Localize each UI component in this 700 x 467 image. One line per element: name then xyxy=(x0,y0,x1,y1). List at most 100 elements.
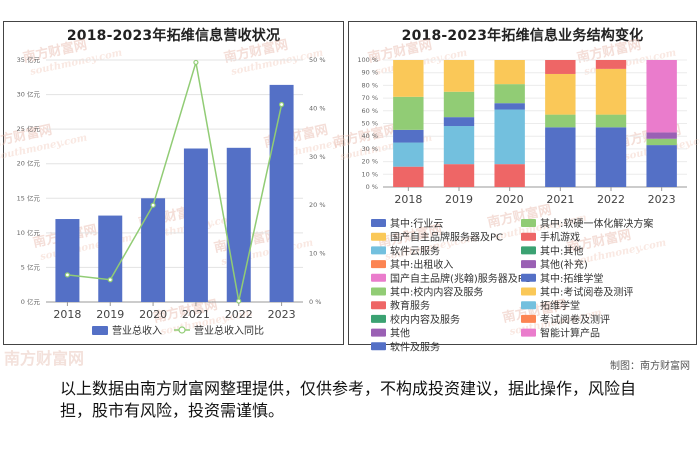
legend-label: 其中:考试阅卷及测评 xyxy=(540,286,633,299)
legend-label: 其中:行业云 xyxy=(390,217,443,230)
bar xyxy=(98,215,123,302)
legend-swatch xyxy=(521,219,536,227)
legend-label: 其他(补充) xyxy=(540,258,588,271)
yoy-line xyxy=(67,62,283,302)
structure-chart-panel: 2018-2023年拓维信息业务结构变化 南方财富网southmoney.com… xyxy=(332,21,700,354)
legend-swatch xyxy=(371,260,386,269)
y-tick-label: 40 % xyxy=(361,132,378,140)
legend-swatch xyxy=(521,301,536,310)
y2-tick-label: 20 % xyxy=(309,201,326,209)
stack-segment xyxy=(545,114,576,128)
y-tick-label: 80 % xyxy=(361,81,378,89)
y-tick-label: 20 亿元 xyxy=(17,159,41,168)
line-point xyxy=(193,59,199,66)
legend-swatch xyxy=(371,287,386,296)
legend-swatch xyxy=(371,301,386,310)
legend-swatch xyxy=(371,219,386,227)
y2-tick-label: 0 % xyxy=(309,298,321,306)
x-tick-label: 2022 xyxy=(225,308,253,321)
y-tick-label: 30 % xyxy=(361,145,378,153)
legend-swatch xyxy=(371,328,386,337)
bar xyxy=(226,147,251,302)
stack-segment xyxy=(494,60,525,85)
y-tick-label: 15 亿元 xyxy=(17,193,41,202)
stack-segment xyxy=(393,60,424,97)
x-tick-label: 2019 xyxy=(445,193,473,206)
legend-swatch-yoy-point xyxy=(178,326,186,334)
legend-label: 拓维学堂 xyxy=(540,299,580,312)
y-tick-label: 60 % xyxy=(361,107,378,115)
x-tick-label: 2021 xyxy=(546,193,574,206)
legend-label: 智能计算产品 xyxy=(540,327,600,340)
y-tick-label: 0 % xyxy=(366,183,378,191)
stack-segment xyxy=(443,164,475,187)
line-point xyxy=(64,272,71,278)
y-tick-label: 30 亿元 xyxy=(17,90,41,99)
bar xyxy=(183,148,208,302)
x-tick-label: 2023 xyxy=(268,308,296,321)
line-point xyxy=(236,298,242,304)
y2-tick-label: 40 % xyxy=(309,104,326,112)
stack-segment xyxy=(443,117,475,127)
y-tick-label: 10 亿元 xyxy=(17,228,41,237)
y-tick-label: 100 % xyxy=(357,56,378,64)
y-tick-label: 25 亿元 xyxy=(17,124,41,133)
y-tick-label: 10 % xyxy=(361,170,378,178)
y-tick-label: 20 % xyxy=(361,158,378,166)
structure-chart-title: 2018-2023年拓维信息业务结构变化 xyxy=(401,28,644,44)
legend-label: 考试阅卷及测评 xyxy=(540,313,610,326)
legend-label-yoy: 营业总收入同比 xyxy=(194,324,264,337)
x-tick-label: 2020 xyxy=(496,193,524,206)
y2-tick-label: 50 % xyxy=(309,56,326,64)
stack-segment xyxy=(646,60,677,133)
stack-segment xyxy=(494,103,525,110)
y-tick-label: 35 亿元 xyxy=(17,55,41,64)
stack-segment xyxy=(393,166,424,187)
y-tick-label: 5 亿元 xyxy=(21,262,41,271)
y2-tick-label: 10 % xyxy=(309,250,326,258)
stack-segment xyxy=(595,114,627,128)
bar xyxy=(141,198,166,302)
stack-segment xyxy=(595,60,627,69)
legend-label: 其中:校内内容及服务 xyxy=(390,286,483,299)
x-tick-label: 2021 xyxy=(182,308,210,321)
chart-credit: 制图：南方财富网 xyxy=(610,361,690,372)
stack-segment xyxy=(545,73,576,115)
y-tick-label: 50 % xyxy=(361,120,378,128)
y-tick-label: 70 % xyxy=(361,94,378,102)
y-tick-label: 90 % xyxy=(361,69,378,77)
stack-segment xyxy=(646,132,677,139)
x-tick-label: 2019 xyxy=(96,308,124,321)
legend-swatch xyxy=(521,273,536,282)
line-point xyxy=(278,101,285,108)
legend-swatch xyxy=(521,260,536,269)
bar xyxy=(269,84,294,302)
revenue-chart-title: 2018-2023年拓维信息营收状况 xyxy=(66,28,281,44)
stack-segment xyxy=(595,127,627,187)
line-point xyxy=(150,202,156,208)
stack-segment xyxy=(443,126,475,165)
legend-label: 国产自主品牌服务器及PC xyxy=(390,231,503,244)
legend-swatch xyxy=(521,246,536,255)
stack-segment xyxy=(545,127,576,187)
legend-label: 其他 xyxy=(390,327,410,340)
x-tick-label: 2018 xyxy=(394,193,422,206)
stack-segment xyxy=(494,84,525,104)
legend-swatch xyxy=(521,314,536,323)
legend-swatch xyxy=(371,246,386,255)
stack-segment xyxy=(545,60,576,74)
legend-label: 手机游戏 xyxy=(540,231,580,244)
legend-swatch xyxy=(521,328,536,337)
stack-segment xyxy=(646,138,677,146)
stack-segment xyxy=(393,129,424,143)
legend-label: 其中:软硬一体化解决方案 xyxy=(540,217,653,230)
legend-label: 其中:拓维学堂 xyxy=(540,272,603,285)
legend-swatch xyxy=(521,287,536,296)
stack-segment xyxy=(443,91,475,118)
legend-label: 其中:出租收入 xyxy=(390,258,453,271)
stack-segment xyxy=(595,68,627,115)
legend-swatch xyxy=(371,342,386,351)
structure-chart-svg: 南方财富网southmoney.com南方财富网southmoney.com南方… xyxy=(332,37,700,354)
stack-segment xyxy=(646,145,677,187)
